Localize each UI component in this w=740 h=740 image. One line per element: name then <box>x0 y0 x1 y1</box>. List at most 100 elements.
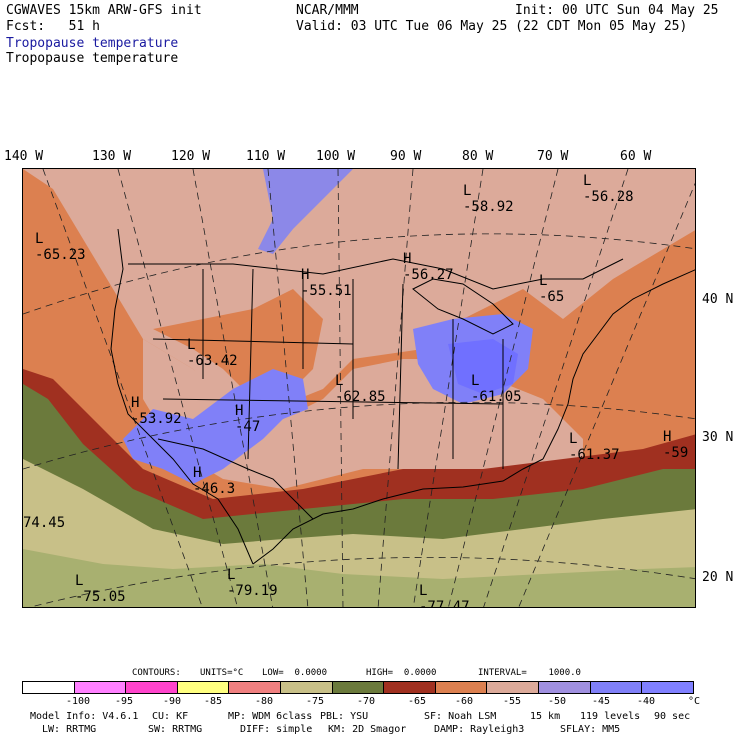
colorbar-tick: -65 <box>408 696 427 707</box>
low-label: LOW= 0.0000 <box>262 668 328 678</box>
extremum-label: 74.45 <box>23 515 66 531</box>
longwave-scheme: LW: RRTMG <box>42 724 97 735</box>
extremum-label: H -53.92 <box>131 395 182 427</box>
extremum-label: L -63.42 <box>187 337 238 369</box>
diffusion-option: DIFF: simple <box>240 724 313 735</box>
eddy-option: KM: 2D Smagor <box>328 724 407 735</box>
colorbar-segment <box>229 682 282 693</box>
graticule-lat <box>29 557 695 607</box>
graticule-lon <box>117 169 238 607</box>
colorbar-tick: -80 <box>255 696 274 707</box>
colorbar-tick: -75 <box>306 696 325 707</box>
forecast-hour: Fcst: 51 h <box>6 19 100 34</box>
mexico-us-border <box>157 438 314 520</box>
center-label: NCAR/MMM <box>296 3 359 18</box>
colorbar-tick: -60 <box>455 696 474 707</box>
lon-label: 70 W <box>537 149 569 164</box>
colorbar-tick: -95 <box>115 696 134 707</box>
field-title-primary: Tropopause temperature <box>6 36 179 51</box>
graticule-lon <box>267 169 309 607</box>
state-borders <box>152 268 504 470</box>
colorbar-segment <box>590 682 643 693</box>
lon-label: 140 W <box>4 149 44 164</box>
colorbar-tick: -90 <box>163 696 182 707</box>
extremum-label: L -75.05 <box>75 573 126 605</box>
init-time: Init: 00 UTC Sun 04 May 25 <box>515 3 719 18</box>
high-label: HIGH= 0.0000 <box>366 668 437 678</box>
tropopause-temperature-map: L -65.23 L -58.92 L -56.28 H -55.51 H -56.27 … <box>22 168 696 608</box>
field-minus50-north <box>258 169 353 254</box>
lon-label: 130 W <box>92 149 132 164</box>
colorbar-tick: -85 <box>204 696 223 707</box>
lat-label: 20 N <box>702 570 734 585</box>
damping-option: DAMP: Rayleigh3 <box>434 724 525 735</box>
lon-label: 120 W <box>171 149 211 164</box>
colorbar-segment <box>281 682 333 693</box>
extremum-label: L -56.28 <box>583 173 634 205</box>
lat-label: 40 N <box>702 292 734 307</box>
pbl-scheme: PBL: YSU <box>320 711 369 722</box>
vertical-levels: 119 levels <box>580 711 641 722</box>
colorbar <box>22 681 694 694</box>
extremum-label: L -58.92 <box>463 183 514 215</box>
atlantic-coast <box>542 269 695 460</box>
colorbar-tick: -100 <box>66 696 91 707</box>
graticule <box>23 169 695 607</box>
field-minus40-ohio-valley <box>448 339 518 394</box>
shortwave-scheme: SW: RRTMG <box>148 724 203 735</box>
contours-label: CONTOURS: <box>132 668 181 678</box>
field-minus55 <box>23 169 695 409</box>
field-minus75-south <box>23 549 695 607</box>
colorbar-tick: -55 <box>503 696 522 707</box>
graticule-lon <box>483 169 629 607</box>
model-info: Model Info: V4.6.1 <box>30 711 139 722</box>
pacific-coast <box>110 228 254 565</box>
graticule-lon <box>518 182 695 607</box>
cumulus-scheme: CU: KF <box>152 711 189 722</box>
surface-layer-option: SFLAY: MM5 <box>560 724 621 735</box>
resolution: 15 km <box>530 711 561 722</box>
colorbar-segment <box>539 682 591 693</box>
surface-scheme: SF: Noah LSM <box>424 711 497 722</box>
lon-label: 80 W <box>462 149 494 164</box>
field-title-secondary: Tropopause temperature <box>6 51 179 66</box>
interval-label: INTERVAL= 1000.0 <box>478 668 581 678</box>
colorbar-tick: -50 <box>548 696 567 707</box>
graticule-lon <box>448 169 559 607</box>
graticule-lon <box>337 169 344 607</box>
gulf-coast <box>252 458 544 565</box>
graticule-lon <box>192 169 274 607</box>
extremum-label: H -59 <box>663 429 689 461</box>
microphysics-scheme: MP: WDM 6class <box>228 711 313 722</box>
coastlines <box>110 228 695 565</box>
colorbar-segment <box>74 682 127 693</box>
extremum-label: L -61.37 <box>569 431 620 463</box>
lon-label: 110 W <box>246 149 286 164</box>
lon-label: 90 W <box>390 149 422 164</box>
colorbar-tick: -40 <box>637 696 656 707</box>
lon-label: 100 W <box>316 149 356 164</box>
extremum-label: L -61.05 <box>471 373 522 405</box>
lat-label: 30 N <box>702 430 734 445</box>
great-lakes <box>412 278 514 335</box>
graticule-lon <box>42 169 203 607</box>
extremum-label: L -65.23 <box>35 231 86 263</box>
units-label: UNITS=°C <box>200 668 244 678</box>
model-title: CGWAVES 15km ARW-GFS init <box>6 3 202 18</box>
colorbar-segment <box>435 682 488 693</box>
colorbar-segment <box>642 682 693 693</box>
colorbar-segment <box>384 682 436 693</box>
colorbar-tick: -70 <box>357 696 376 707</box>
extremum-label: H -56.27 <box>403 251 454 283</box>
colorbar-segment <box>487 682 540 693</box>
graticule-lat <box>23 401 695 470</box>
colorbar-unit: °C <box>688 696 701 707</box>
map-canvas <box>23 169 695 607</box>
extremum-label: H -46.3 <box>193 465 236 497</box>
graticule-lon <box>377 169 414 607</box>
colorbar-segment <box>23 682 75 693</box>
valid-time: Valid: 03 UTC Tue 06 May 25 (22 CDT Mon … <box>296 19 688 34</box>
timestep: 90 sec <box>654 711 691 722</box>
extremum-label: L -77.47 <box>419 583 470 608</box>
colorbar-segment <box>332 682 385 693</box>
